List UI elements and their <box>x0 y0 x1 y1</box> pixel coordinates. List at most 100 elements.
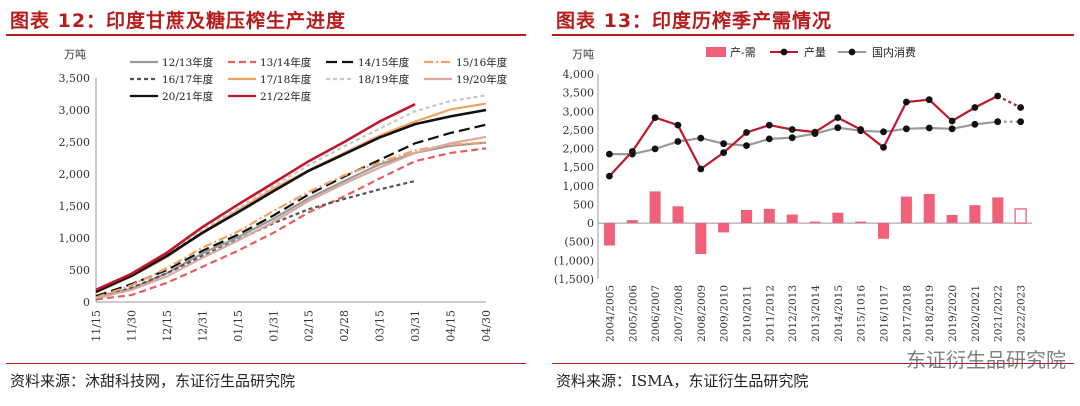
x-tick-label: 2004/2005 <box>604 285 616 342</box>
x-tick-label: 11/15 <box>90 310 103 342</box>
data-point <box>834 114 842 121</box>
y-tick-label: 500 <box>69 264 90 277</box>
data-point <box>697 134 705 142</box>
data-point <box>651 114 659 121</box>
source-rule <box>552 363 1074 364</box>
x-tick-label: 2005/2006 <box>627 285 639 342</box>
data-point <box>651 145 659 153</box>
data-point <box>903 98 910 106</box>
legend-label: 19/20年度 <box>456 73 508 86</box>
x-tick-label: 12/31 <box>196 310 209 342</box>
data-point <box>994 118 1002 126</box>
data-point <box>720 140 727 148</box>
x-tick-label: 2011/2012 <box>764 285 776 342</box>
bar <box>695 223 707 254</box>
watermark: 东证衍生品研究院 <box>906 348 1066 372</box>
x-tick-label: 2012/2013 <box>787 285 799 342</box>
series-line-forecast <box>997 95 1022 109</box>
x-tick-label: 2009/2010 <box>719 285 731 342</box>
data-point <box>925 96 933 104</box>
x-tick-label: 2014/2015 <box>833 285 845 342</box>
bar <box>923 194 935 224</box>
data-point <box>1017 118 1024 126</box>
x-tick-label: 2006/2007 <box>650 285 662 342</box>
cumulative-production-chart: 万吨 0 500 1,000 1,500 2,000 2,500 3,000 3,500 11/1… <box>59 48 508 342</box>
y-tick-label: 3,500 <box>59 72 91 85</box>
legend-label: 21/22年度 <box>260 90 312 103</box>
bar <box>741 210 752 223</box>
bar <box>855 221 867 224</box>
legend-label: 产-需 <box>730 45 756 59</box>
data-point <box>720 149 727 157</box>
chart-panel-left: 图表 12：印度甘蔗及糖压榨生产进度 万吨 0 500 1,000 1,500 2,000… <box>0 0 532 406</box>
y-tick-label: (500) <box>564 236 594 249</box>
source-rule <box>6 363 526 364</box>
y-tick-label: 2,000 <box>59 168 91 181</box>
series-line <box>95 103 416 291</box>
bar <box>969 205 981 224</box>
y-tick-label: 0 <box>83 296 90 309</box>
bar <box>1014 208 1027 224</box>
bar <box>946 214 958 224</box>
bar <box>672 206 684 224</box>
chart-panel-right: 图表 13：印度历榨季产需情况 万吨 (1,500) (1,000) (500) 0 50… <box>546 0 1080 406</box>
y-tick-label: (1,000) <box>554 254 594 267</box>
bar <box>809 221 821 224</box>
source-note: 资料来源：ISMA，东证衍生品研究院 <box>556 372 809 390</box>
x-tick-label: 11/30 <box>125 310 138 342</box>
x-tick-label: 2022/2023 <box>1016 285 1028 342</box>
y-tick-label: 1,000 <box>59 232 91 245</box>
x-tick-label: 01/15 <box>232 310 245 342</box>
data-point <box>880 128 887 136</box>
x-tick-label: 2020/2021 <box>970 285 982 342</box>
legend-label: 国内消费 <box>872 45 916 59</box>
x-tick-label: 02/15 <box>303 310 316 342</box>
data-point <box>971 104 979 111</box>
chart-title: 图表 12：印度甘蔗及糖压榨生产进度 <box>10 10 347 32</box>
legend-label: 20/21年度 <box>162 90 214 103</box>
y-tick-label: 3,000 <box>563 105 595 118</box>
series-line <box>609 120 998 156</box>
data-point <box>925 124 933 132</box>
series-line <box>95 147 487 301</box>
legend-label: 12/13年度 <box>162 56 214 69</box>
series-line <box>95 135 487 300</box>
legend-label: 16/17年度 <box>162 73 214 86</box>
supply-demand-chart: 万吨 (1,500) (1,000) (500) 0 500 1,000 1,500 2,000… <box>554 45 1032 342</box>
title-rule <box>552 34 1074 36</box>
x-tick-label: 2018/2019 <box>924 285 936 342</box>
data-point <box>880 144 887 151</box>
legend-label: 14/15年度 <box>358 56 410 69</box>
x-tick-label: 2019/2020 <box>947 285 959 342</box>
y-tick-label: 1,500 <box>563 161 595 174</box>
series-line <box>608 95 999 177</box>
data-point <box>811 128 819 136</box>
data-point <box>697 165 705 173</box>
data-point <box>834 124 842 132</box>
x-tick-label: 03/15 <box>374 310 387 342</box>
legend-marker <box>780 48 788 56</box>
y-tick-label: 2,500 <box>563 124 595 137</box>
x-tick-label: 2013/2014 <box>810 285 822 342</box>
title-rule <box>6 34 526 36</box>
bar <box>763 208 775 224</box>
legend-label: 18/19年度 <box>358 73 410 86</box>
source-note: 资料来源：沐甜科技网，东证衍生品研究院 <box>10 372 296 390</box>
data-point <box>674 138 682 145</box>
data-point <box>628 148 636 155</box>
data-point <box>1017 104 1024 111</box>
data-point <box>606 150 613 158</box>
bar <box>649 191 661 224</box>
y-axis-unit: 万吨 <box>572 48 594 61</box>
bar <box>900 196 912 224</box>
bar <box>992 197 1004 224</box>
x-tick-label: 2017/2018 <box>901 285 913 342</box>
y-tick-label: 2,500 <box>59 136 91 149</box>
series-line <box>95 108 487 293</box>
legend-swatch <box>706 47 726 57</box>
x-tick-label: 2016/1017 <box>879 285 891 342</box>
y-tick-label: 3,500 <box>563 87 595 100</box>
y-tick-label: 3,000 <box>59 104 91 117</box>
y-tick-label: 4,000 <box>563 68 595 81</box>
x-tick-label: 04/30 <box>480 310 493 342</box>
